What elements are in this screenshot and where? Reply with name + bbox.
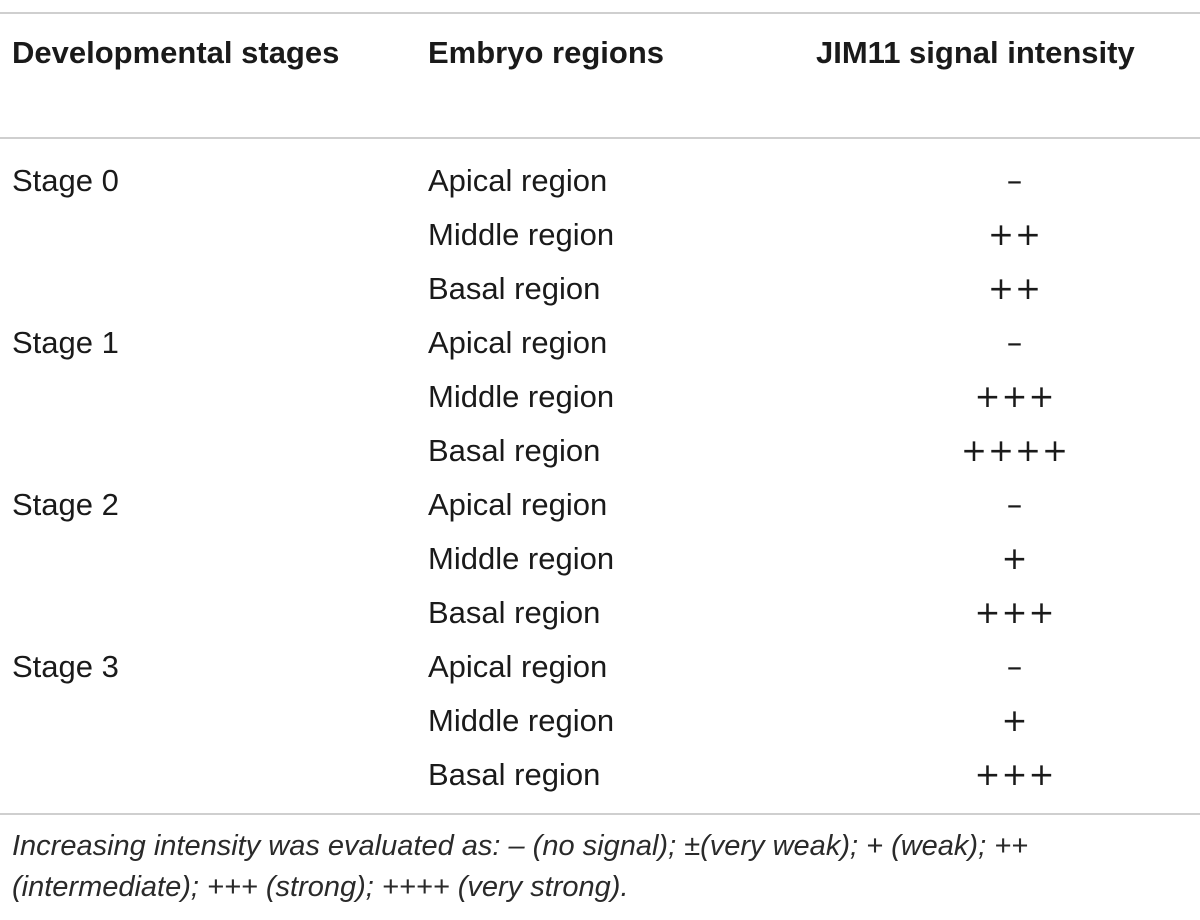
region-cell: Middle region bbox=[428, 379, 615, 414]
intensity-cell: ++ bbox=[988, 271, 1042, 307]
table-row: Middle region +++ bbox=[0, 370, 1200, 424]
header-embryo-regions: Embryo regions bbox=[428, 35, 664, 70]
region-cell: Apical region bbox=[428, 649, 608, 684]
region-cell: Apical region bbox=[428, 163, 608, 198]
intensity-cell: + bbox=[1001, 703, 1029, 739]
header-developmental-stages: Developmental stages bbox=[12, 35, 340, 70]
table-row: Middle region + bbox=[0, 532, 1200, 586]
table-footnote: Increasing intensity was evaluated as: –… bbox=[12, 830, 1029, 903]
table-row: Stage 1 Apical region – bbox=[0, 316, 1200, 370]
region-cell: Apical region bbox=[428, 325, 608, 360]
intensity-cell: ++ bbox=[988, 217, 1042, 253]
region-cell: Basal region bbox=[428, 271, 601, 306]
table-row: Basal region +++ bbox=[0, 748, 1200, 802]
header-signal-intensity: JIM11 signal intensity bbox=[816, 35, 1135, 70]
region-cell: Middle region bbox=[428, 541, 615, 576]
table-row: Middle region ++ bbox=[0, 208, 1200, 262]
intensity-cell: ++++ bbox=[961, 433, 1069, 469]
region-cell: Basal region bbox=[428, 757, 601, 792]
region-cell: Basal region bbox=[428, 595, 601, 630]
table-row: Stage 3 Apical region – bbox=[0, 640, 1200, 694]
stage-cell: Stage 1 bbox=[12, 325, 119, 360]
table-row: Basal region ++++ bbox=[0, 424, 1200, 478]
intensity-cell: – bbox=[1006, 163, 1024, 199]
table-row: Basal region ++ bbox=[0, 262, 1200, 316]
table-row: Basal region +++ bbox=[0, 586, 1200, 640]
intensity-cell: – bbox=[1006, 487, 1024, 523]
intensity-cell: +++ bbox=[974, 595, 1056, 631]
table-row: Stage 0 Apical region – bbox=[0, 154, 1200, 208]
table-body: Stage 0 Apical region – Middle region ++… bbox=[0, 154, 1200, 802]
region-cell: Basal region bbox=[428, 433, 601, 468]
intensity-cell: – bbox=[1006, 649, 1024, 685]
table-bottom-rule bbox=[0, 813, 1200, 815]
stage-cell: Stage 0 bbox=[12, 163, 119, 198]
table-header-rule bbox=[0, 137, 1200, 139]
table-row: Stage 2 Apical region – bbox=[0, 478, 1200, 532]
table-top-rule bbox=[0, 12, 1200, 14]
stage-cell: Stage 2 bbox=[12, 487, 119, 522]
intensity-cell: + bbox=[1001, 541, 1029, 577]
region-cell: Apical region bbox=[428, 487, 608, 522]
table-row: Middle region + bbox=[0, 694, 1200, 748]
region-cell: Middle region bbox=[428, 703, 615, 738]
intensity-cell: +++ bbox=[974, 379, 1056, 415]
stage-cell: Stage 3 bbox=[12, 649, 119, 684]
region-cell: Middle region bbox=[428, 217, 615, 252]
intensity-cell: – bbox=[1006, 325, 1024, 361]
intensity-cell: +++ bbox=[974, 757, 1056, 793]
